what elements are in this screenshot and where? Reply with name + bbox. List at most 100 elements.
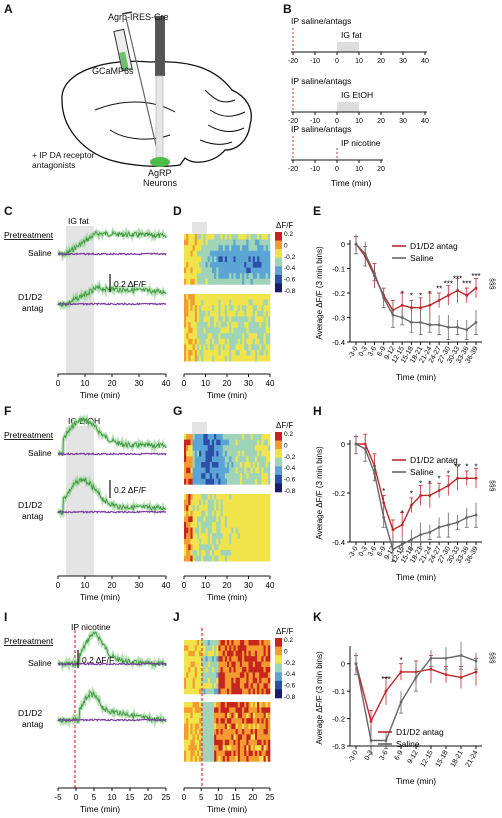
heatmap-cell xyxy=(207,550,211,556)
heatmap-cell xyxy=(229,305,232,312)
heatmap-cell xyxy=(265,350,269,356)
heatmap-cell xyxy=(196,305,200,312)
timeline-stim-label: IP nicotine xyxy=(341,138,381,148)
heatmap-cell xyxy=(196,516,200,523)
data-point xyxy=(382,516,386,519)
heatmap-cell xyxy=(237,729,241,735)
heatmap-cell xyxy=(248,677,251,684)
heatmap-cell xyxy=(265,688,269,695)
panel-letter-k: K xyxy=(313,610,322,624)
heatmap-cell xyxy=(261,245,264,252)
heatmap-cell xyxy=(194,316,198,323)
heatmap-cell xyxy=(244,256,247,263)
timeline-tick-label: 10 xyxy=(355,118,363,125)
heatmap-cell xyxy=(248,688,251,695)
heatmap-cell xyxy=(229,661,232,668)
heatmap-cell xyxy=(257,555,260,562)
heatmap-cell xyxy=(235,316,239,323)
x-tick-label: 20 xyxy=(223,379,232,388)
heatmap-cell xyxy=(257,683,260,689)
heatmap-cell xyxy=(257,729,260,735)
heatmap-cell xyxy=(246,723,249,730)
heatmap-cell xyxy=(188,245,191,252)
heatmap-cell xyxy=(252,555,256,562)
heatmap-cell xyxy=(218,434,221,440)
heatmap-cell xyxy=(259,505,262,512)
heatmap-cell xyxy=(259,750,262,757)
heatmap-cell xyxy=(211,462,215,468)
heatmap-cell xyxy=(220,294,223,300)
heatmap-cell xyxy=(235,650,239,657)
heatmap-cell xyxy=(237,234,241,240)
heatmap-cell xyxy=(235,522,239,528)
heatmap-cell xyxy=(254,338,258,345)
x-axis-label: Time (min) xyxy=(207,804,247,814)
heatmap-cell xyxy=(259,456,262,463)
heatmap-cell xyxy=(192,439,196,446)
heatmap-cell xyxy=(207,516,211,523)
heatmap-cell xyxy=(209,278,213,285)
heatmap-cell xyxy=(263,322,266,328)
heatmap-cell xyxy=(227,273,230,280)
colorbar-tick-label: 0.2 xyxy=(284,431,293,438)
heatmap-cell xyxy=(231,245,234,252)
heatmap-cell xyxy=(203,327,206,334)
heatmap-cell xyxy=(220,478,223,485)
heatmap-cell xyxy=(242,555,245,562)
heatmap-cell xyxy=(250,262,254,268)
heatmap-cell xyxy=(218,550,221,556)
heatmap-cell xyxy=(186,544,189,551)
heatmap-cell xyxy=(257,656,260,662)
heatmap-cell xyxy=(196,718,200,724)
heatmap-cell xyxy=(250,467,254,474)
significance-mark: * xyxy=(401,289,404,298)
heatmap-cell xyxy=(211,267,215,274)
heatmap-cell xyxy=(203,544,206,551)
heatmap-cell xyxy=(261,677,264,684)
heatmap-cell xyxy=(194,712,198,719)
heatmap-cell xyxy=(265,278,269,285)
heatmap-cell xyxy=(237,550,241,556)
heatmap-cell xyxy=(199,756,202,762)
heatmap-cell xyxy=(259,267,262,274)
heatmap-cell xyxy=(205,467,208,474)
heatmap-cell xyxy=(242,688,245,695)
heatmap-cell xyxy=(242,677,245,684)
data-point xyxy=(354,662,358,666)
heatmap-cell xyxy=(196,505,200,512)
heatmap-cell xyxy=(216,445,219,452)
heatmap-cell xyxy=(267,273,271,280)
heatmap-cell xyxy=(227,645,230,652)
heatmap-cell xyxy=(252,707,256,714)
heatmap-cell xyxy=(205,322,208,328)
timeline-tick-label: -20 xyxy=(288,166,298,173)
heatmap-cell xyxy=(188,439,191,446)
timeline-tick-label: 0 xyxy=(335,166,339,173)
heatmap-cell xyxy=(239,445,243,452)
heatmap-cell xyxy=(237,299,241,306)
heatmap-cell xyxy=(186,499,189,506)
data-point xyxy=(419,321,423,324)
heatmap-cell xyxy=(186,439,189,446)
heatmap-cell xyxy=(227,494,230,500)
heatmap-cell xyxy=(233,338,236,345)
heatmap-cell xyxy=(267,702,271,708)
data-point xyxy=(474,513,478,517)
heatmap-cell xyxy=(184,494,187,500)
heatmap-cell xyxy=(263,550,266,556)
heatmap-cell xyxy=(224,683,228,689)
heatmap-cell xyxy=(188,723,191,730)
x-tick-label: 12-15 xyxy=(420,749,435,768)
heatmap-cell xyxy=(222,667,226,673)
heatmap-cell xyxy=(239,350,243,356)
heatmap-cell xyxy=(201,734,204,741)
heatmap-cell xyxy=(259,333,262,340)
heatmap-cell xyxy=(267,494,271,500)
heatmap-cell xyxy=(218,462,221,468)
heatmap-cell xyxy=(222,661,226,668)
heatmap-cell xyxy=(214,456,217,463)
heatmap-cell xyxy=(259,516,262,523)
heatmap-cell xyxy=(244,550,247,556)
heatmap-cell xyxy=(203,450,206,457)
